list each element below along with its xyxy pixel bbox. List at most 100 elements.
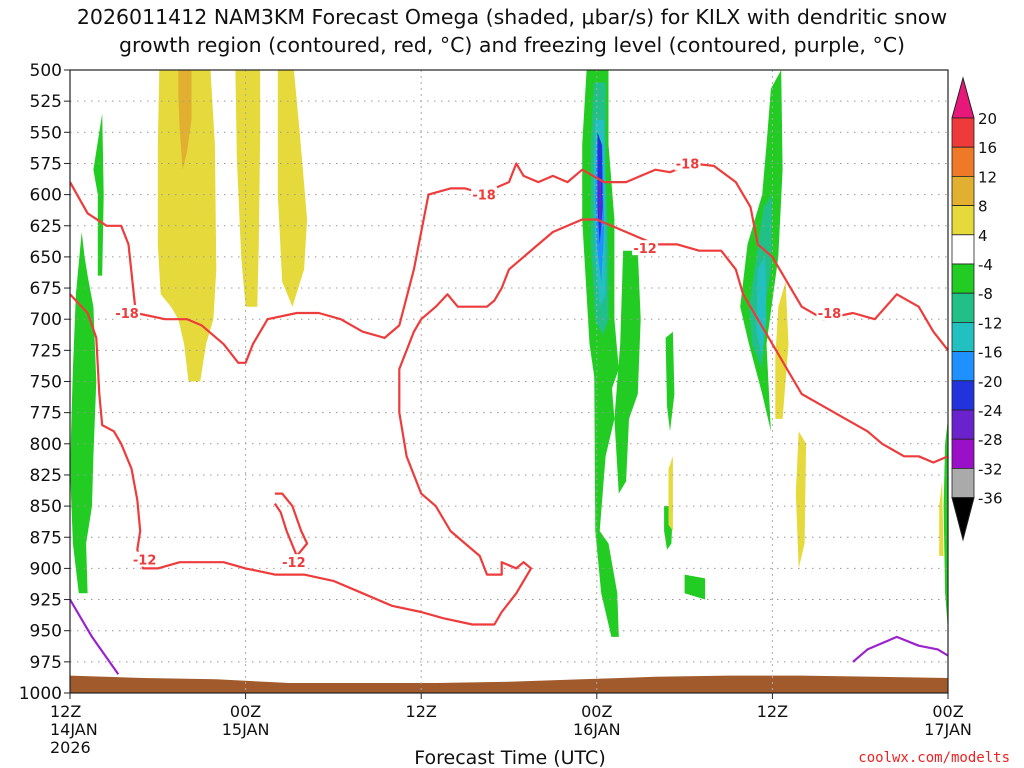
contour-label-0: -18 — [115, 307, 139, 322]
omega-region-yellow-east-upper — [157, 70, 217, 382]
y-tick-label-675: 675 — [30, 279, 62, 299]
credit-text: coolwx.com/modelts — [858, 750, 1010, 766]
x-tick-label-4-1: 12Z — [757, 702, 788, 721]
y-tick-label-925: 925 — [30, 591, 62, 611]
x-tick-label-2-1: 12Z — [406, 702, 437, 721]
y-tick-label-600: 600 — [30, 186, 62, 206]
x-tick-label-1-2: 15JAN — [222, 720, 270, 739]
colorbar-segment-11 — [951, 438, 975, 469]
colorbar: 20 16 12 8 4 -4 -8 -12 -16 -20 -24 -28 -32 -36 — [951, 76, 1003, 542]
contour-label-bg-3 — [816, 304, 843, 320]
colorbar-segment-8 — [951, 351, 975, 382]
contour-label-3: -18 — [818, 307, 842, 322]
contour-label-bg-4 — [131, 551, 158, 567]
omega-region-orange-core — [178, 70, 192, 170]
chart-title-line1: 2026011412 NAM3KM Forecast Omega (shaded… — [77, 5, 947, 29]
y-tick-label-1000: 1000 — [19, 684, 62, 704]
plot-background — [70, 70, 948, 693]
colorbar-label-0: 20 — [978, 110, 997, 128]
chart-title-line2: growth region (contoured, red, °C) and f… — [119, 33, 905, 57]
contour-label-6: -12 — [633, 242, 657, 257]
colorbar-bottom-arrow — [951, 497, 975, 542]
contour-label-bg-2 — [674, 155, 701, 171]
y-tick-label-800: 800 — [30, 435, 62, 455]
omega-region-green-right-edge — [943, 418, 948, 631]
y-tick-label-825: 825 — [30, 466, 62, 486]
colorbar-label-6: -8 — [978, 285, 993, 303]
y-tick-label-500: 500 — [30, 61, 62, 81]
colorbar-segment-4 — [951, 234, 975, 265]
terrain-fill — [70, 675, 948, 693]
colorbar-label-8: -16 — [978, 344, 1003, 362]
colorbar-label-7: -12 — [978, 314, 1003, 332]
colorbar-top-arrow — [951, 76, 975, 119]
omega-region-yellow-late-3 — [939, 481, 944, 556]
colorbar-segment-5 — [951, 263, 975, 294]
x-tick-label-1-1: 00Z — [230, 702, 261, 721]
omega-region-green-jan16-b — [614, 250, 641, 494]
omega-region-yellow-right — [277, 70, 308, 307]
colorbar-segment-10 — [951, 409, 975, 440]
contour-label-bg-6 — [632, 240, 659, 256]
colorbar-label-3: 8 — [978, 198, 988, 216]
omega-region-yellow-late-1 — [775, 281, 789, 419]
colorbar-segment-7 — [951, 321, 975, 352]
y-tick-label-900: 900 — [30, 559, 62, 579]
freezing-level-west — [70, 598, 120, 675]
colorbar-label-11: -28 — [978, 431, 1003, 449]
plot-area: -18 -18 -18 -18 -12 -12 -12 — [69, 69, 949, 694]
x-tick-label-5-1: 00Z — [932, 702, 963, 721]
colorbar-label-12: -32 — [978, 460, 1003, 478]
y-tick-label-525: 525 — [30, 92, 62, 112]
contour-label-4: -12 — [133, 554, 157, 569]
y-tick-label-875: 875 — [30, 528, 62, 548]
y-tick-label-750: 750 — [30, 373, 62, 393]
colorbar-segment-0 — [951, 117, 975, 148]
x-tick-label-5-2: 17JAN — [924, 720, 972, 739]
y-tick-label-975: 975 — [30, 653, 62, 673]
omega-region-purple-jan16 — [598, 175, 602, 226]
colorbar-label-4: 4 — [978, 227, 988, 245]
y-tick-label-850: 850 — [30, 497, 62, 517]
contour-label-1: -18 — [472, 189, 496, 204]
x-tick-label-0-3: 2026 — [50, 738, 91, 757]
y-tick-label-550: 550 — [30, 123, 62, 143]
contour-label-bg-5 — [280, 554, 307, 570]
y-tick-label-775: 775 — [30, 404, 62, 424]
x-tick-label-0-1: 12Z — [50, 702, 81, 721]
colorbar-label-9: -20 — [978, 373, 1003, 391]
omega-region-yellow-late-2 — [795, 431, 807, 569]
colorbar-segment-6 — [951, 292, 975, 323]
x-tick-label-3-2: 16JAN — [573, 720, 621, 739]
y-tick-label-700: 700 — [30, 310, 62, 330]
colorbar-label-13: -36 — [978, 490, 1003, 508]
colorbar-segment-2 — [951, 175, 975, 206]
contour-label-bg-1 — [471, 186, 498, 202]
x-tick-label-3-1: 00Z — [581, 702, 612, 721]
y-tick-label-950: 950 — [30, 622, 62, 642]
contour-label-2: -18 — [676, 157, 700, 172]
contour-label-bg-0 — [114, 304, 141, 320]
colorbar-segment-1 — [951, 146, 975, 177]
freezing-level-east — [852, 635, 948, 663]
isotherm-dendritic-minus18-left — [70, 162, 948, 364]
x-tick-label-0-2: 14JAN — [50, 720, 98, 739]
contour-label-5: -12 — [282, 556, 306, 571]
omega-region-green-small-1 — [665, 331, 675, 432]
colorbar-label-5: -4 — [978, 256, 993, 274]
y-tick-label-625: 625 — [30, 217, 62, 237]
omega-region-yellow-late-4 — [668, 456, 673, 531]
y-axis: 500 525 550 575 600 625 650 675 700 725 750 775 800 8… — [19, 61, 70, 704]
isotherm-dendritic-minus12-outer — [70, 218, 948, 626]
omega-region-green-small-3 — [684, 574, 706, 600]
y-tick-label-725: 725 — [30, 341, 62, 361]
isotherm-dendritic-minus12-inner — [273, 492, 309, 558]
y-tick-label-650: 650 — [30, 248, 62, 268]
colorbar-segment-3 — [951, 205, 975, 236]
omega-region-green-jan16-lower — [593, 319, 619, 637]
y-tick-label-575: 575 — [30, 154, 62, 174]
colorbar-label-2: 12 — [978, 168, 997, 186]
x-axis-label: Forecast Time (UTC) — [414, 747, 605, 768]
